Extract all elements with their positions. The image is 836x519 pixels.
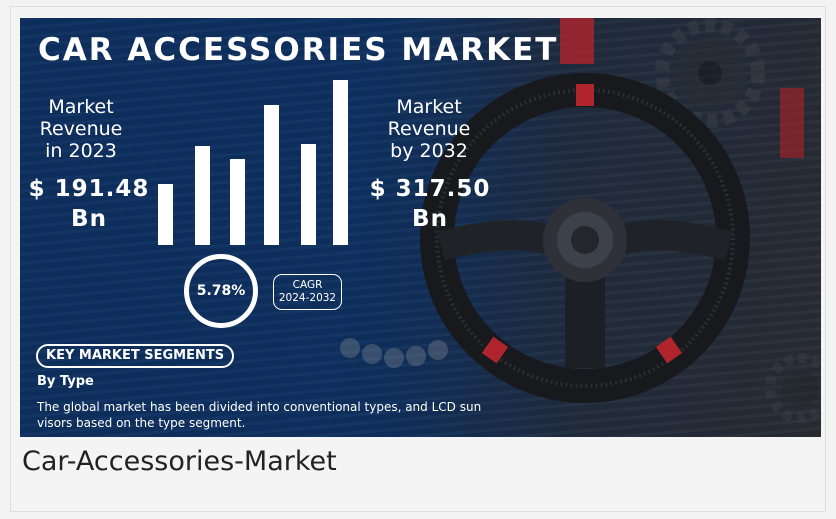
key-market-segments-heading: KEY MARKET SEGMENTS <box>36 344 235 368</box>
cagr-value-ring: 5.78% <box>184 254 258 328</box>
revenue-2023-label: Market Revenue in 2023 <box>39 96 123 162</box>
revenue-2032-unit: Bn <box>412 206 448 232</box>
cagr-label: CAGR <box>292 279 323 291</box>
growth-bar <box>333 80 348 245</box>
segment-description: The global market has been divided into … <box>37 400 482 430</box>
growth-bar <box>264 105 279 245</box>
growth-bar <box>158 184 173 245</box>
revenue-2023-amount: $ 191.48 <box>28 176 150 202</box>
cagr-label-box: CAGR 2024-2032 <box>273 274 342 310</box>
growth-bar <box>230 159 245 245</box>
revenue-2023-unit: Bn <box>71 206 107 232</box>
growth-bar <box>195 146 210 245</box>
growth-bar <box>301 144 316 245</box>
cagr-value: 5.78% <box>196 283 246 299</box>
cagr-period: 2024-2032 <box>278 292 337 304</box>
automotive-parts-scene <box>340 18 821 423</box>
image-caption: Car-Accessories-Market <box>22 446 337 477</box>
revenue-2023-value: $ 191.48 Bn <box>28 174 150 234</box>
market-banner-image: CAR ACCESSORIES MARKET Market Revenue in… <box>20 18 821 437</box>
banner-title: CAR ACCESSORIES MARKET <box>38 32 559 68</box>
segment-type-heading: By Type <box>37 374 94 389</box>
revenue-2032-label: Market Revenue by 2032 <box>387 96 471 162</box>
steering-wheel-icon <box>420 73 750 403</box>
revenue-2032-amount: $ 317.50 <box>369 176 491 202</box>
revenue-2032-value: $ 317.50 Bn <box>364 174 496 234</box>
gear-icon <box>655 18 765 128</box>
